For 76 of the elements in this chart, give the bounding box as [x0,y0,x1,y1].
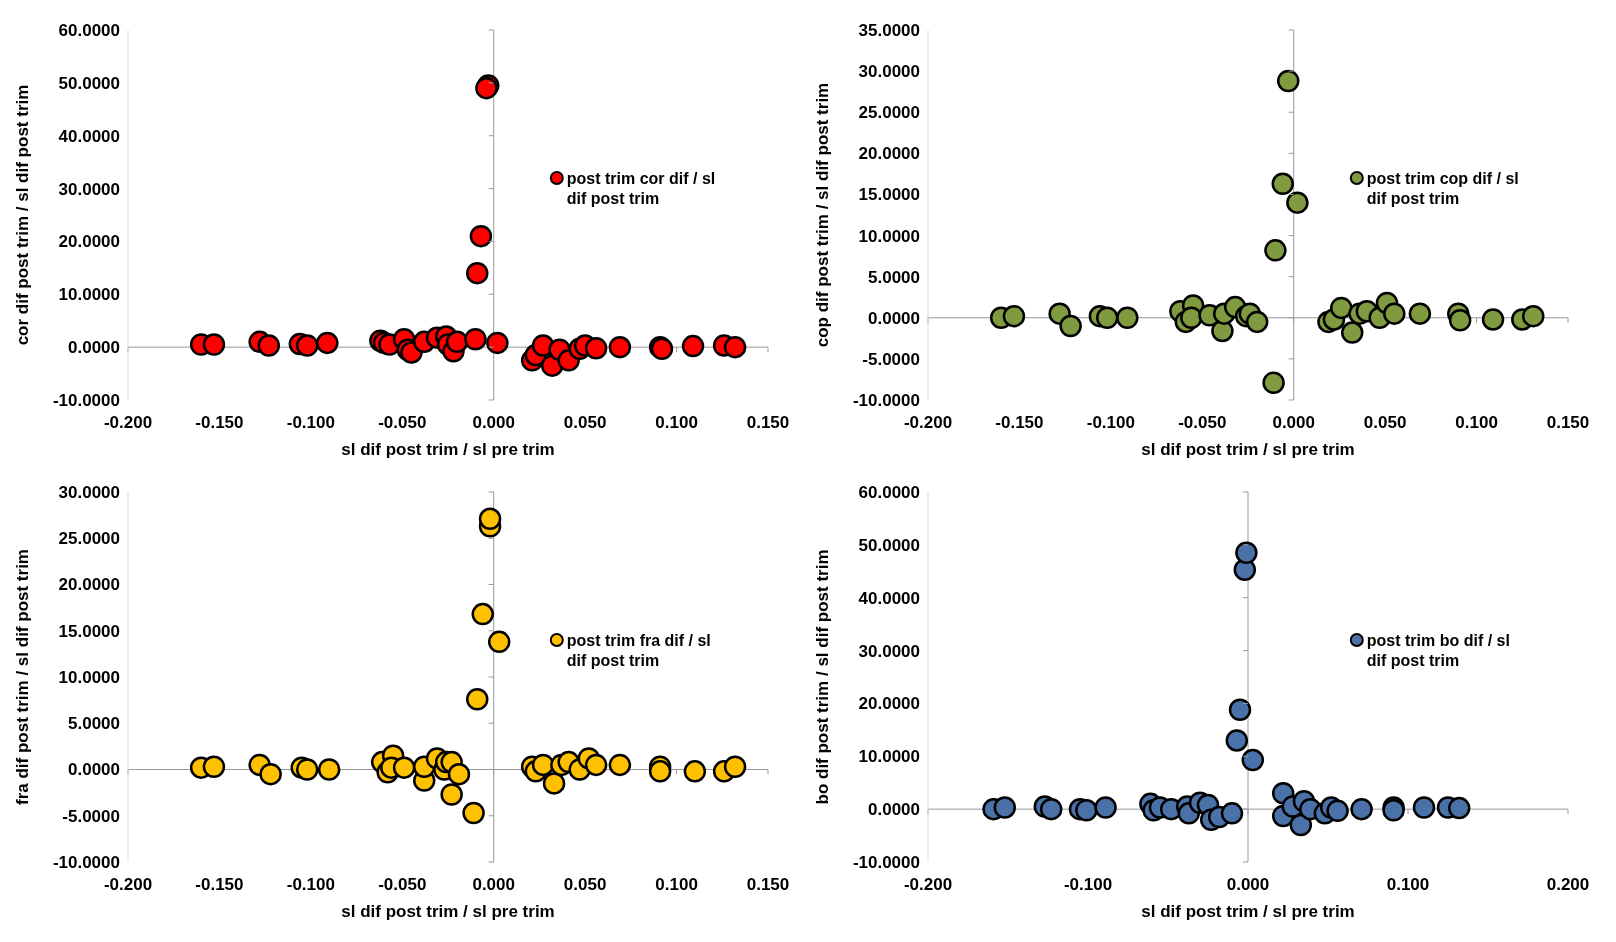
y-tick-label: 35.0000 [858,20,920,40]
y-tick-label: 10.0000 [858,226,920,246]
x-tick-label: -0.150 [195,413,244,432]
x-tick-label: -0.100 [1086,413,1135,432]
x-axis-title: sl dif post trim / sl pre trim [341,902,555,921]
legend-label: post trim bo dif / sl dif post trim [1366,631,1510,670]
x-tick-label: 0.050 [563,413,607,432]
y-tick-label: 30.0000 [58,482,120,502]
y-tick-label: 25.0000 [58,529,120,549]
x-axis-title: sl dif post trim / sl pre trim [1141,902,1355,921]
x-tick-label: -0.100 [1063,875,1113,894]
y-tick-label: 40.0000 [858,588,920,608]
x-tick-label: -0.050 [378,875,427,894]
y-tick-label: 10.0000 [858,747,920,767]
y-tick-label: 0.0000 [868,308,920,328]
x-tick-label: 0.000 [472,413,515,432]
x-tick-label: 0.150 [746,413,790,432]
x-axis-title: sl dif post trim / sl pre trim [341,440,555,459]
y-tick-label: -10.0000 [52,852,120,872]
y-tick-label: 20.0000 [58,232,120,252]
x-tick-label: 0.150 [746,875,790,894]
x-tick-label: -0.050 [378,413,427,432]
x-tick-label: -0.150 [995,413,1044,432]
legend-label: post trim cor dif / sl dif post trim [566,169,716,208]
y-tick-label: 15.0000 [858,185,920,205]
y-axis-title: cor dif post trim / sl dif post trim [13,84,32,346]
x-tick-label: -0.100 [286,413,335,432]
x-tick-label: 0.200 [1546,875,1590,894]
legend-label: post trim fra dif / sl dif post trim [566,631,711,670]
y-tick-label: 20.0000 [858,694,920,714]
x-axis-title: sl dif post trim / sl pre trim [1141,440,1355,459]
legend-label: post trim cop dif / sl dif post trim [1366,169,1519,208]
y-tick-label: 30.0000 [858,62,920,82]
x-tick-label: 0.100 [1455,413,1498,432]
y-tick-label: 30.0000 [858,641,920,661]
y-tick-label: 15.0000 [58,621,120,641]
y-tick-label: 10.0000 [58,285,120,305]
x-tick-label: 0.050 [1363,413,1407,432]
y-axis-title: fra dif post trim / sl dif post trim [13,549,32,805]
y-tick-label: -10.0000 [852,390,920,410]
x-tick-label: 0.100 [1386,875,1430,894]
y-axis-title: cop dif post trim / sl dif post trim [813,82,832,348]
y-tick-label: -5.0000 [62,806,120,826]
x-tick-label: 0.000 [472,875,515,894]
x-tick-label: -0.200 [903,875,953,894]
x-tick-label: -0.150 [195,875,244,894]
y-tick-label: -10.0000 [52,390,120,410]
y-tick-label: 0.0000 [68,338,120,358]
y-tick-label: 5.0000 [68,714,120,734]
y-tick-label: 0.0000 [868,800,920,820]
y-tick-label: 20.0000 [58,575,120,595]
y-tick-label: 40.0000 [58,126,120,146]
y-tick-label: 30.0000 [58,179,120,199]
y-tick-label: 5.0000 [868,267,920,287]
x-tick-label: -0.100 [286,875,335,894]
x-tick-label: -0.200 [103,413,153,432]
x-tick-label: -0.200 [903,413,953,432]
x-tick-label: 0.100 [655,413,698,432]
y-tick-label: 60.0000 [858,482,920,502]
y-tick-label: 10.0000 [58,667,120,687]
x-tick-label: 0.000 [1272,413,1315,432]
x-tick-label: -0.050 [1178,413,1227,432]
y-tick-label: 0.0000 [68,760,120,780]
y-tick-label: 50.0000 [858,535,920,555]
x-tick-label: 0.000 [1226,875,1270,894]
y-axis-title: bo dif post trim / sl dif post trim [813,549,832,805]
y-tick-label: 20.0000 [858,144,920,164]
x-tick-label: 0.100 [655,875,698,894]
y-tick-label: 60.0000 [58,20,120,40]
x-tick-label: 0.150 [1546,413,1590,432]
y-tick-label: -5.0000 [862,349,920,369]
y-tick-label: -10.0000 [852,852,920,872]
y-tick-label: 50.0000 [58,73,120,93]
x-tick-label: -0.200 [103,875,153,894]
x-tick-label: 0.050 [563,875,607,894]
y-tick-label: 25.0000 [858,103,920,123]
